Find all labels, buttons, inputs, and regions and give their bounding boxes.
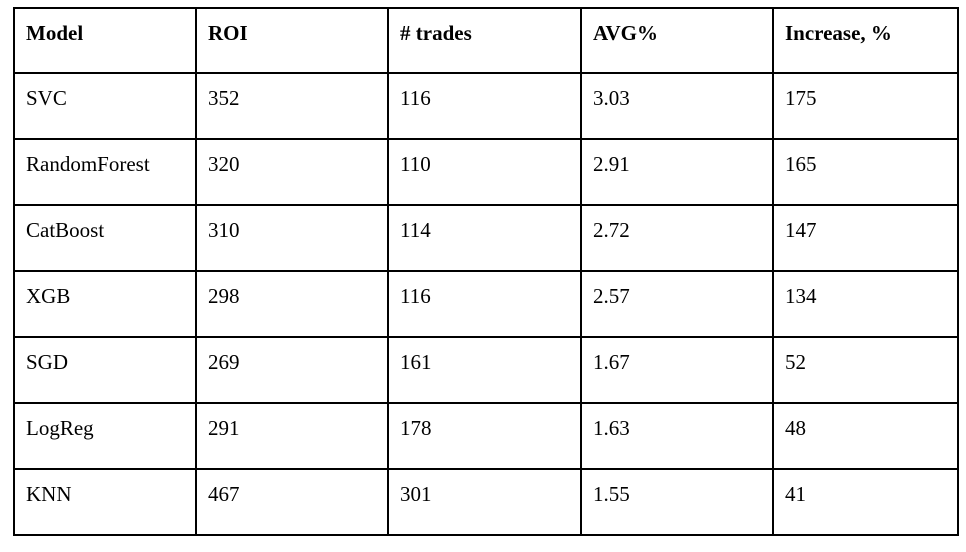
table-row: SVC 352 116 3.03 175: [13, 72, 959, 140]
table-cell: 52: [772, 336, 959, 404]
header-cell-model: Model: [13, 7, 197, 74]
table-header: Model ROI # trades AVG% Increase, %: [13, 7, 959, 74]
table-cell: 291: [195, 402, 389, 470]
table-cell: 2.72: [580, 204, 774, 272]
table-body: SVC 352 116 3.03 175 RandomForest 320 110 2.91 16…: [13, 72, 959, 536]
table-cell: 310: [195, 204, 389, 272]
header-cell-avg: AVG%: [580, 7, 774, 74]
cell-model-name: LogReg: [13, 402, 197, 470]
table-cell: 134: [772, 270, 959, 338]
table-cell: 116: [387, 72, 582, 140]
table-cell: 298: [195, 270, 389, 338]
table-cell: 175: [772, 72, 959, 140]
table-cell: 352: [195, 72, 389, 140]
cell-model-name: SGD: [13, 336, 197, 404]
table-cell: 1.67: [580, 336, 774, 404]
table-cell: 110: [387, 138, 582, 206]
table-cell: 1.55: [580, 468, 774, 536]
table-cell: 3.03: [580, 72, 774, 140]
table-cell: 301: [387, 468, 582, 536]
header-row: Model ROI # trades AVG% Increase, %: [13, 7, 959, 74]
table-row: CatBoost 310 114 2.72 147: [13, 204, 959, 272]
table-row: LogReg 291 178 1.63 48: [13, 402, 959, 470]
table-row: XGB 298 116 2.57 134: [13, 270, 959, 338]
cell-model-name: KNN: [13, 468, 197, 536]
table-cell: 161: [387, 336, 582, 404]
table-row: SGD 269 161 1.67 52: [13, 336, 959, 404]
table-cell: 2.91: [580, 138, 774, 206]
table-cell: 178: [387, 402, 582, 470]
cell-model-name: XGB: [13, 270, 197, 338]
table-cell: 320: [195, 138, 389, 206]
header-cell-trades: # trades: [387, 7, 582, 74]
cell-model-name: CatBoost: [13, 204, 197, 272]
header-cell-roi: ROI: [195, 7, 389, 74]
table-cell: 1.63: [580, 402, 774, 470]
table-cell: 165: [772, 138, 959, 206]
results-table: Model ROI # trades AVG% Increase, % SVC 3…: [13, 7, 959, 536]
table-cell: 116: [387, 270, 582, 338]
header-cell-increase: Increase, %: [772, 7, 959, 74]
table-cell: 467: [195, 468, 389, 536]
table-row: RandomForest 320 110 2.91 165: [13, 138, 959, 206]
table-cell: 2.57: [580, 270, 774, 338]
table-cell: 114: [387, 204, 582, 272]
cell-model-name: RandomForest: [13, 138, 197, 206]
table-cell: 48: [772, 402, 959, 470]
table-cell: 147: [772, 204, 959, 272]
cell-model-name: SVC: [13, 72, 197, 140]
table-cell: 41: [772, 468, 959, 536]
table-row: KNN 467 301 1.55 41: [13, 468, 959, 536]
table-cell: 269: [195, 336, 389, 404]
